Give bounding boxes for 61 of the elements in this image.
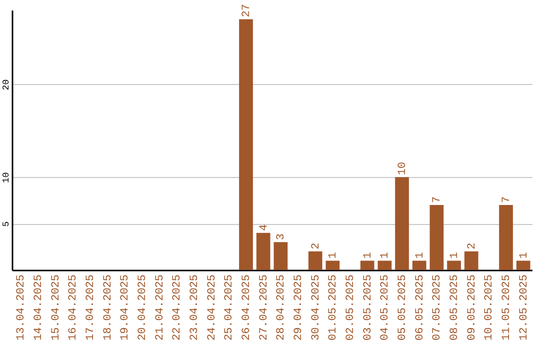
x-tick-label: 02.05.2025 (345, 274, 357, 340)
x-tick-label: 30.04.2025 (310, 274, 322, 340)
x-tick-label: 27.04.2025 (258, 274, 270, 340)
bar (239, 19, 253, 270)
data-label: 2 (466, 242, 478, 250)
x-tick-label: 09.05.2025 (466, 274, 478, 340)
x-tick-label: 06.05.2025 (414, 274, 426, 340)
y-tick-label: 20 (2, 79, 12, 90)
x-tick-label: 07.05.2025 (432, 274, 444, 340)
x-tick-label: 04.05.2025 (380, 274, 392, 340)
bar (256, 232, 270, 270)
x-tick-label: 05.05.2025 (397, 274, 409, 340)
x-tick-label: 23.04.2025 (189, 274, 201, 340)
bar (378, 260, 392, 270)
bar (412, 260, 426, 270)
data-label: 10 (397, 162, 409, 176)
data-label: 4 (258, 224, 270, 231)
data-label: 1 (449, 252, 461, 259)
bar (326, 260, 340, 270)
data-label: 27 (241, 4, 253, 18)
x-tick-label: 14.04.2025 (33, 274, 45, 340)
x-tick-label: 28.04.2025 (276, 274, 288, 340)
x-tick-label: 21.04.2025 (154, 274, 166, 340)
x-tick-label: 01.05.2025 (328, 274, 340, 340)
x-tick-label: 12.05.2025 (518, 274, 530, 340)
x-tick-label: 24.04.2025 (206, 274, 218, 340)
x-tick-label: 16.04.2025 (68, 274, 80, 340)
x-tick-label: 10.05.2025 (484, 274, 496, 340)
data-label: 2 (310, 242, 322, 250)
x-tick-label: 11.05.2025 (501, 274, 513, 340)
x-tick-label: 18.04.2025 (102, 274, 114, 340)
x-tick-label: 13.04.2025 (16, 274, 28, 340)
x-tick-label: 29.04.2025 (293, 274, 305, 340)
data-label: 1 (328, 252, 340, 259)
x-tick-label: 22.04.2025 (172, 274, 184, 340)
bar (395, 177, 409, 270)
bar (447, 260, 461, 270)
data-label: 1 (518, 252, 530, 259)
bar (430, 205, 444, 270)
bar (464, 251, 478, 270)
bar (308, 251, 322, 270)
x-tick-label: 15.04.2025 (50, 274, 62, 340)
x-tick-label: 20.04.2025 (137, 274, 149, 340)
bar (274, 242, 288, 270)
x-tick-label: 03.05.2025 (362, 274, 374, 340)
bar (499, 205, 513, 270)
data-label: 1 (362, 252, 374, 259)
data-label: 1 (380, 252, 392, 259)
data-label: 3 (276, 234, 288, 240)
y-tick-label: 5 (2, 221, 12, 227)
x-tick-label: 08.05.2025 (449, 274, 461, 340)
x-tick-label: 19.04.2025 (120, 274, 132, 340)
data-label: 1 (414, 252, 426, 259)
bar (360, 260, 374, 270)
x-tick-label: 25.04.2025 (224, 274, 236, 340)
x-tick-label: 26.04.2025 (241, 274, 253, 340)
data-label: 7 (501, 196, 513, 203)
bar (516, 260, 530, 270)
data-label: 7 (432, 196, 444, 203)
x-tick-label: 17.04.2025 (85, 274, 97, 340)
y-tick-label: 10 (2, 172, 12, 184)
